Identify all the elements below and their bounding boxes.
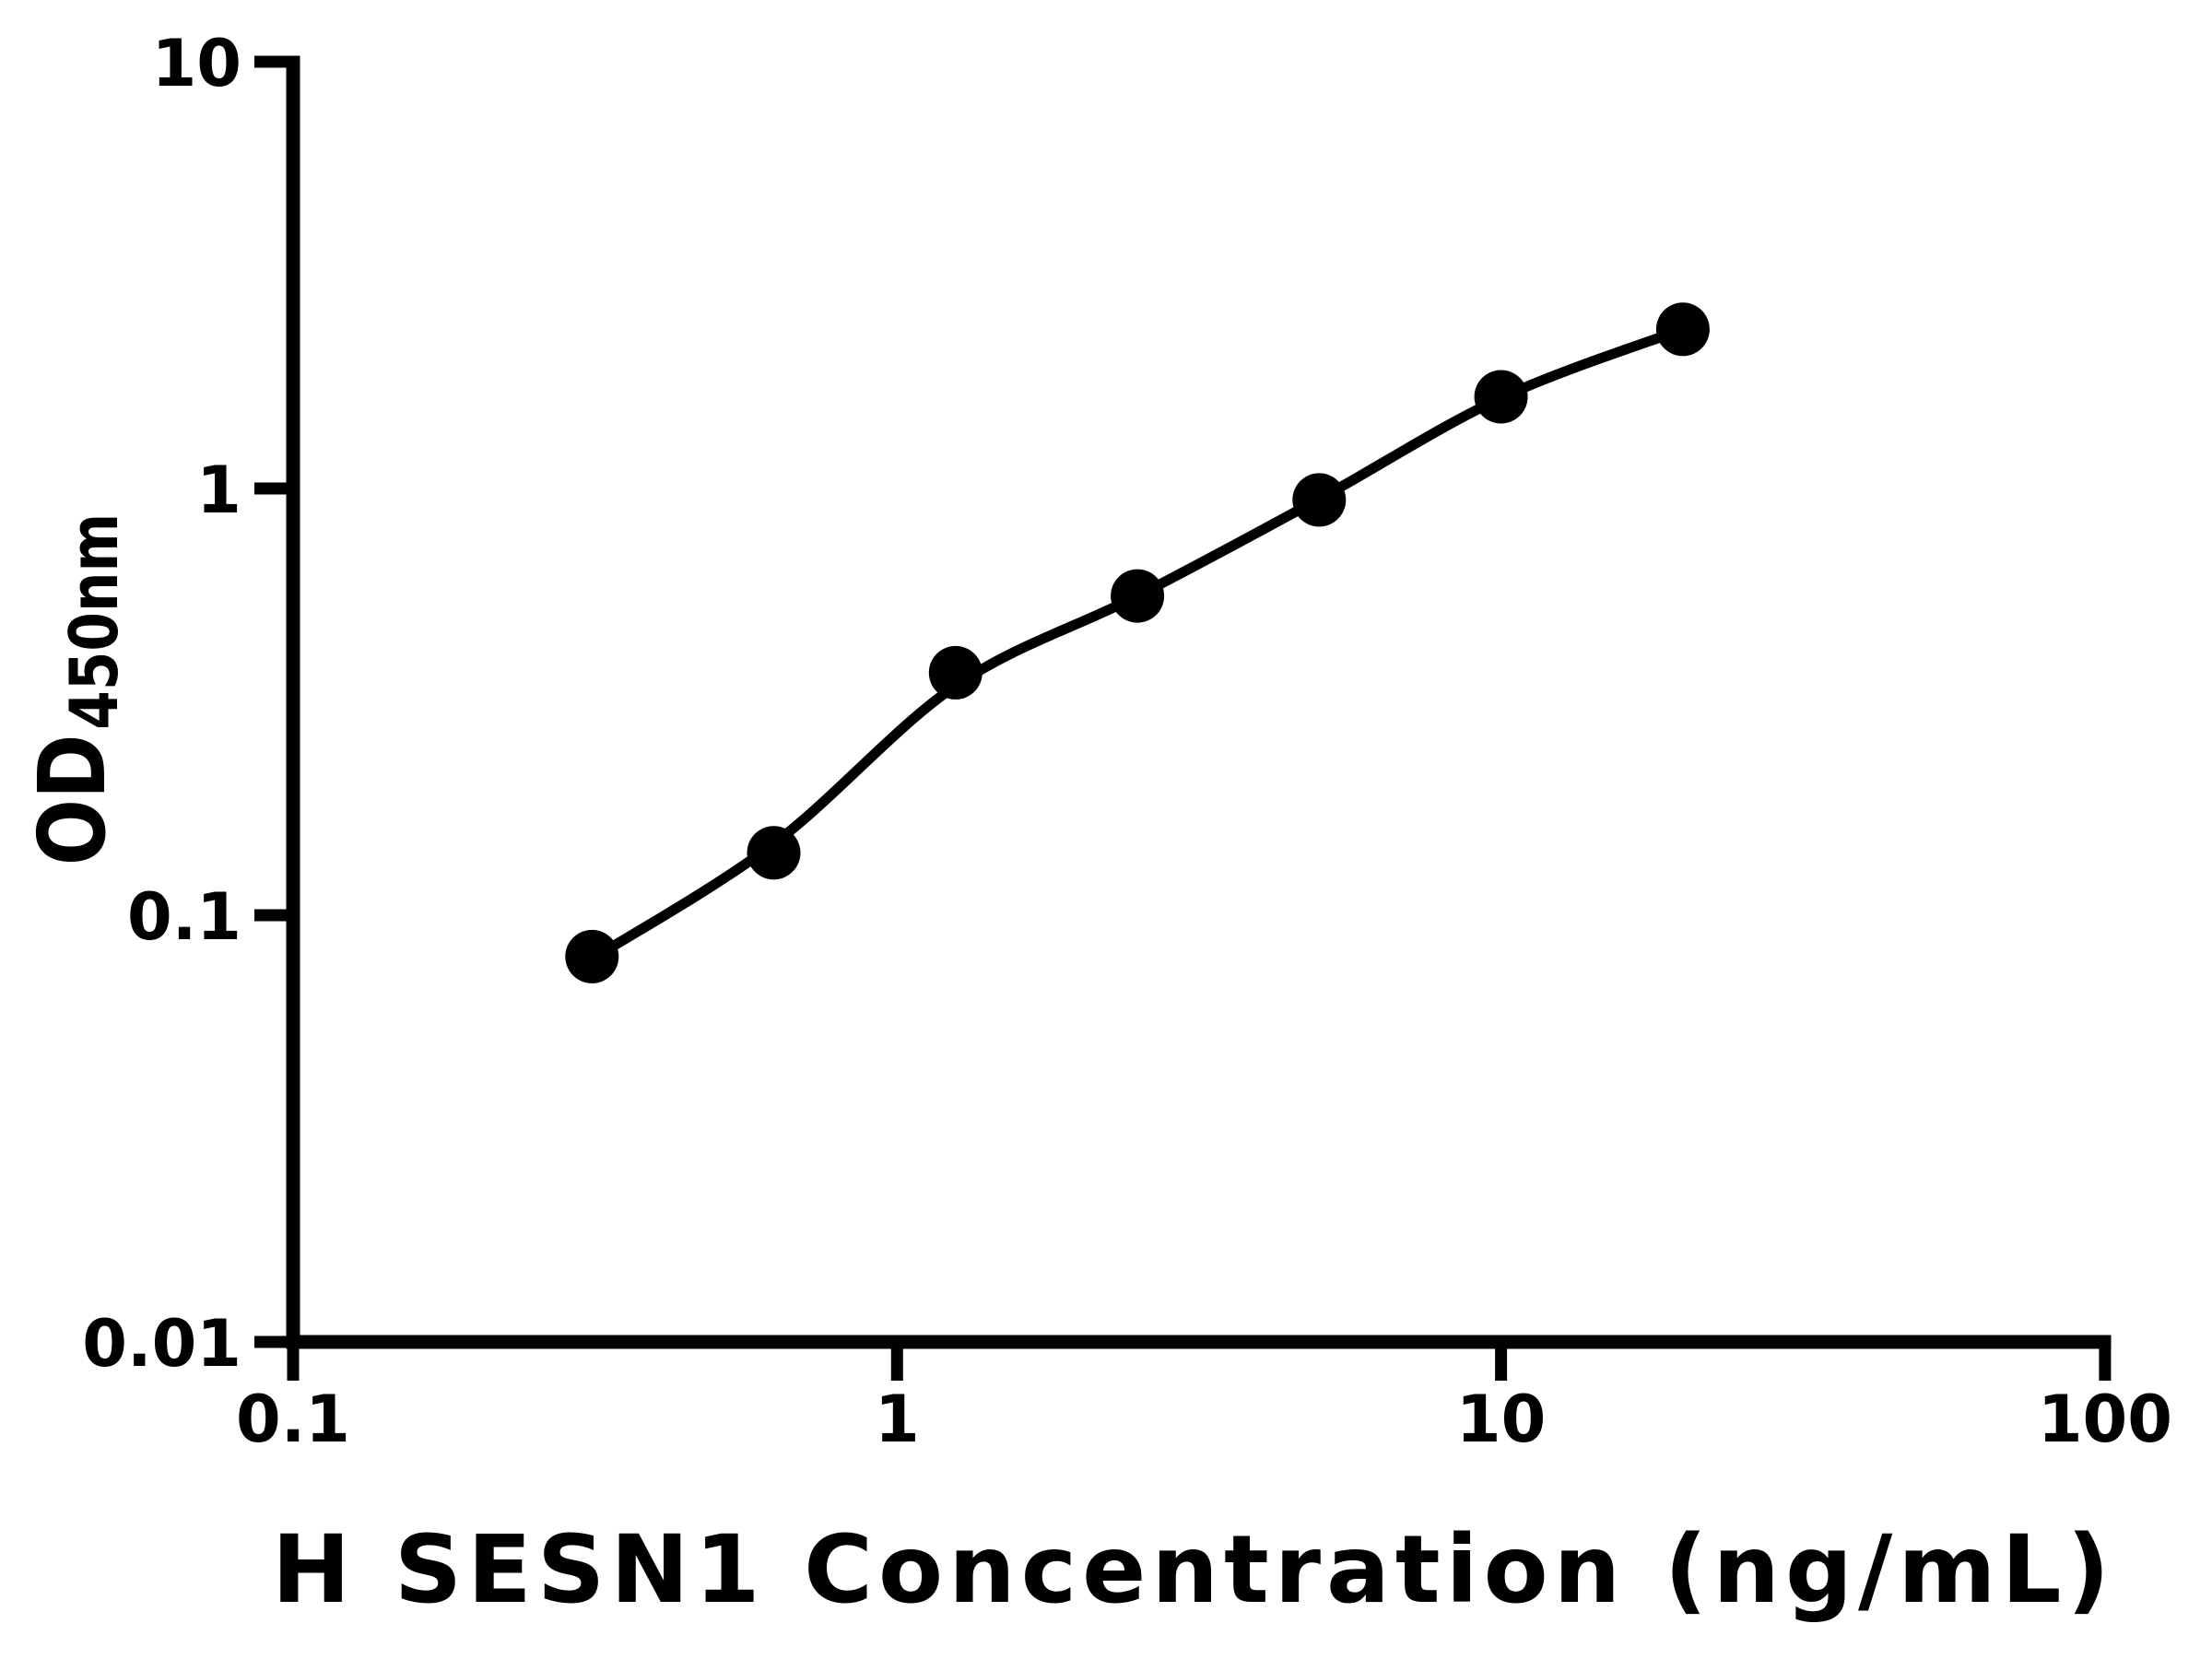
data-points: [565, 302, 1710, 983]
data-point-6: [1474, 370, 1528, 424]
x-tick-label-1: 1: [875, 1382, 920, 1457]
y-tick-label-1: 1: [196, 453, 241, 528]
y-tick-label-10: 10: [152, 26, 241, 101]
x-tick-label-100: 100: [2038, 1382, 2172, 1457]
y-tick-label-0.01: 0.01: [82, 1306, 241, 1382]
data-point-2: [747, 826, 801, 880]
axis-ticks: [254, 55, 2112, 1381]
x-tick-label-10: 10: [1456, 1382, 1546, 1457]
y-tick-label-0.1: 0.1: [127, 879, 241, 955]
x-tick-label-0.1: 0.1: [236, 1382, 350, 1457]
data-point-3: [928, 645, 982, 700]
y-axis-title-main: OD: [18, 734, 125, 865]
axes: [286, 55, 2112, 1349]
x-axis-title: H SESN1 Concentration (ng/mL): [272, 1515, 2115, 1625]
data-point-1: [565, 929, 619, 983]
data-point-7: [1655, 302, 1710, 357]
data-point-4: [1111, 569, 1165, 623]
y-axis-title-subscript: 450nm: [55, 513, 133, 730]
y-axis-title: OD 450nm: [18, 513, 133, 866]
data-point-5: [1292, 473, 1347, 527]
